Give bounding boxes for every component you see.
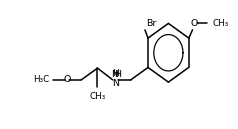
Text: H: H (114, 70, 122, 79)
Text: O: O (64, 75, 71, 84)
Text: O: O (190, 19, 198, 28)
Text: H
N: H N (112, 69, 119, 88)
Text: H₃C: H₃C (33, 75, 49, 84)
Text: CH₃: CH₃ (89, 92, 106, 101)
Text: N: N (111, 70, 118, 79)
Text: Br: Br (146, 19, 156, 28)
Text: CH₃: CH₃ (213, 19, 229, 28)
